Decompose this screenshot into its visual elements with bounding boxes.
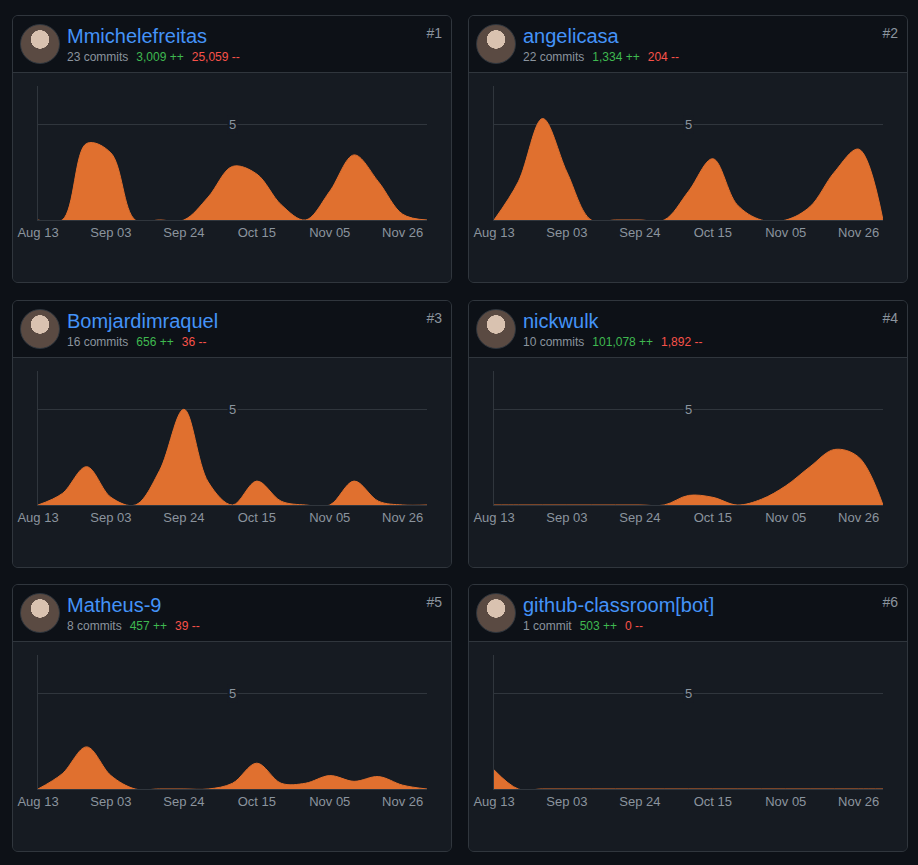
svg-text:Sep 03: Sep 03 (90, 794, 131, 809)
html-text:1,334 ++: 1,334 ++ (592, 50, 640, 64)
html-text:39 --: 39 -- (175, 619, 200, 633)
svg-text:Aug 13: Aug 13 (473, 794, 514, 809)
svg-text:Nov 26: Nov 26 (838, 794, 879, 809)
svg-text:Nov 05: Nov 05 (309, 510, 350, 525)
svg-text:Sep 24: Sep 24 (619, 510, 660, 525)
html-text:#6: #6 (882, 594, 898, 610)
html-text:204 --: 204 -- (647, 50, 680, 64)
svg-text:Oct 15: Oct 15 (694, 794, 732, 809)
html-text:#3: #3 (426, 310, 442, 326)
html-text:101,078 ++: 101,078 ++ (592, 335, 654, 349)
svg-text:Nov 05: Nov 05 (309, 794, 350, 809)
svg-text:Nov 05: Nov 05 (309, 225, 350, 240)
svg-text:Nov 26: Nov 26 (382, 510, 423, 525)
svg-text:Aug 13: Aug 13 (473, 225, 514, 240)
html-text:0 --: 0 -- (625, 619, 644, 633)
html-text:Mmichelefreitas: Mmichelefreitas (67, 25, 207, 47)
html-text:23 commits: 23 commits (67, 50, 129, 64)
svg-text:Sep 24: Sep 24 (163, 510, 204, 525)
svg-text:Oct 15: Oct 15 (238, 794, 276, 809)
svg-text:Sep 03: Sep 03 (90, 225, 131, 240)
html-text:#1: #1 (426, 25, 442, 41)
html-text:22 commits: 22 commits (523, 50, 585, 64)
svg-text:Aug 13: Aug 13 (17, 510, 58, 525)
svg-text:Sep 24: Sep 24 (163, 225, 204, 240)
svg-text:Sep 24: Sep 24 (619, 794, 660, 809)
svg-text:Oct 15: Oct 15 (694, 225, 732, 240)
html-text:10 commits: 10 commits (523, 335, 585, 349)
html-text:Matheus-9: Matheus-9 (67, 594, 162, 616)
html-text:Bomjardimraquel: Bomjardimraquel (67, 310, 219, 332)
svg-text:Aug 13: Aug 13 (17, 225, 58, 240)
svg-text:Nov 26: Nov 26 (382, 225, 423, 240)
html-text:503 ++: 503 ++ (579, 619, 618, 633)
svg-text:5: 5 (685, 686, 692, 701)
svg-text:Nov 05: Nov 05 (765, 225, 806, 240)
svg-text:5: 5 (229, 686, 236, 701)
svg-text:Nov 26: Nov 26 (838, 225, 879, 240)
svg-text:Oct 15: Oct 15 (238, 510, 276, 525)
svg-text:Sep 03: Sep 03 (90, 510, 131, 525)
svg-text:Nov 05: Nov 05 (765, 794, 806, 809)
svg-text:Aug 13: Aug 13 (473, 510, 514, 525)
svg-text:Aug 13: Aug 13 (17, 794, 58, 809)
html-text:457 ++: 457 ++ (129, 619, 168, 633)
html-text:nickwulk: nickwulk (523, 310, 599, 332)
svg-text:Sep 03: Sep 03 (546, 510, 587, 525)
svg-text:5: 5 (685, 402, 692, 417)
svg-text:Sep 24: Sep 24 (163, 794, 204, 809)
html-text:github-classroom[bot]: github-classroom[bot] (523, 594, 715, 616)
html-text:#4: #4 (882, 310, 898, 326)
svg-text:Sep 03: Sep 03 (546, 225, 587, 240)
html-text:8 commits: 8 commits (67, 619, 122, 633)
svg-text:Sep 24: Sep 24 (619, 225, 660, 240)
html-text:angelicasa: angelicasa (523, 25, 619, 47)
svg-text:Oct 15: Oct 15 (238, 225, 276, 240)
html-text:1,892 --: 1,892 -- (661, 335, 703, 349)
html-text:36 --: 36 -- (181, 335, 207, 349)
svg-text:Sep 03: Sep 03 (546, 794, 587, 809)
html-text:3,009 ++: 3,009 ++ (136, 50, 184, 64)
svg-text:Oct 15: Oct 15 (694, 510, 732, 525)
html-text:1 commit: 1 commit (523, 619, 572, 633)
svg-text:5: 5 (685, 117, 692, 132)
html-text:656 ++: 656 ++ (136, 335, 174, 349)
svg-text:Nov 26: Nov 26 (382, 794, 423, 809)
svg-text:Nov 26: Nov 26 (838, 510, 879, 525)
html-text:25,059 --: 25,059 -- (191, 50, 240, 64)
svg-text:Nov 05: Nov 05 (765, 510, 806, 525)
html-text:#2: #2 (882, 25, 898, 41)
svg-text:5: 5 (229, 117, 236, 132)
html-text:16 commits: 16 commits (67, 335, 129, 349)
svg-text:5: 5 (229, 402, 236, 417)
html-text:#5: #5 (426, 594, 442, 610)
